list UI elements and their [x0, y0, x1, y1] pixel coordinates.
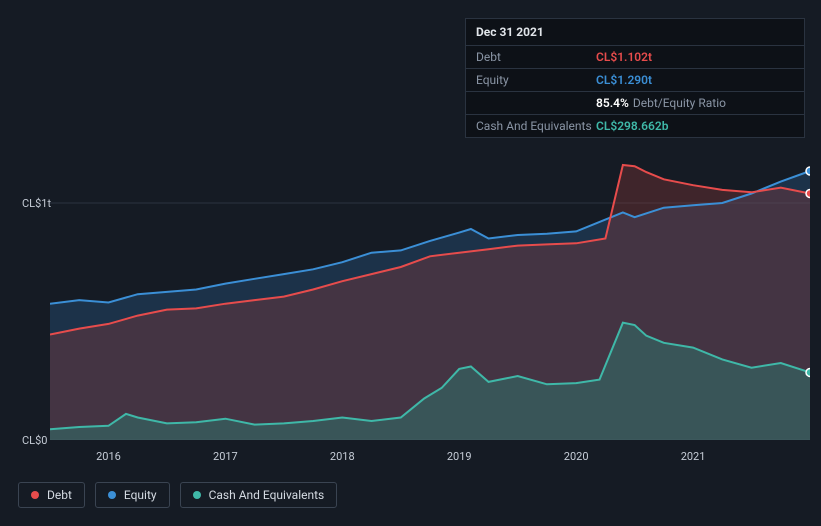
y-axis-label: CL$1t	[22, 197, 51, 210]
x-axis-label: 2019	[447, 450, 472, 463]
legend-dot-icon	[108, 491, 116, 499]
x-axis-label: 2017	[213, 450, 238, 463]
end-marker	[806, 368, 810, 376]
tooltip-label: Equity	[476, 73, 596, 87]
tooltip-value: CL$1.102t	[596, 50, 652, 64]
x-axis-label: 2020	[564, 450, 589, 463]
tooltip-row: DebtCL$1.102t	[466, 46, 804, 69]
tooltip-label	[476, 96, 596, 110]
chart-svg	[50, 120, 810, 440]
legend-dot-icon	[31, 491, 39, 499]
tooltip-label: Debt	[476, 50, 596, 64]
tooltip-value: 85.4%Debt/Equity Ratio	[596, 96, 726, 110]
tooltip-date: Dec 31 2021	[466, 19, 804, 46]
end-marker	[806, 189, 810, 197]
chart-area	[0, 120, 821, 460]
x-axis-label: 2021	[681, 450, 706, 463]
legend-item-debt[interactable]: Debt	[18, 482, 85, 508]
tooltip-value: CL$1.290t	[596, 73, 652, 87]
legend: Debt Equity Cash And Equivalents	[18, 482, 337, 508]
x-axis-label: 2016	[96, 450, 121, 463]
x-axis-label: 2018	[330, 450, 355, 463]
tooltip-note: Debt/Equity Ratio	[633, 96, 726, 110]
legend-item-cash-and-equivalents[interactable]: Cash And Equivalents	[180, 482, 338, 508]
y-axis-label: CL$0	[22, 434, 47, 447]
legend-item-equity[interactable]: Equity	[95, 482, 170, 508]
end-marker	[806, 167, 810, 175]
legend-label: Equity	[124, 488, 157, 502]
legend-dot-icon	[193, 491, 201, 499]
legend-label: Debt	[47, 488, 72, 502]
tooltip-row: EquityCL$1.290t	[466, 69, 804, 92]
legend-label: Cash And Equivalents	[209, 488, 325, 502]
tooltip-row: 85.4%Debt/Equity Ratio	[466, 92, 804, 115]
